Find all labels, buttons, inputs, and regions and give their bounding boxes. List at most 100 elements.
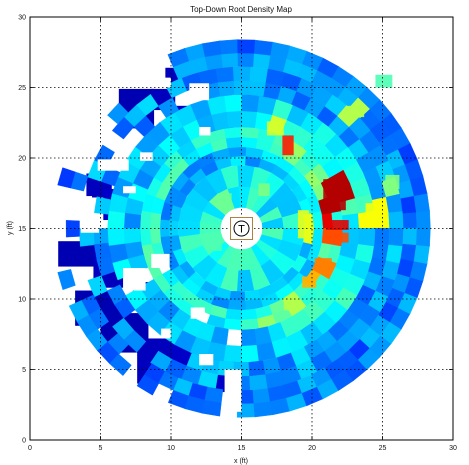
heatmap-cell: [249, 374, 269, 391]
y-tick-label: 20: [18, 156, 26, 163]
trunk-marker-circle: [233, 220, 250, 237]
heatmap-cell: [136, 374, 160, 396]
grid-lines: [30, 17, 453, 440]
hotspot-cell: [375, 74, 393, 88]
heatmap-cell: [149, 212, 162, 229]
x-tick-label: 5: [99, 445, 103, 452]
hotspot-cell: [365, 203, 386, 223]
hotspot-cell: [314, 258, 332, 270]
empty-cell: [151, 253, 170, 268]
y-tick-label: 30: [18, 15, 26, 22]
empty-cell: [228, 332, 242, 345]
heatmap-cell: [241, 328, 258, 347]
outlier-patch: [58, 241, 98, 267]
x-tick-label: 10: [167, 445, 175, 452]
heatmap-cell: [248, 360, 266, 377]
heatmap-cell: [225, 136, 242, 149]
hotspot-cell: [217, 193, 232, 208]
heatmap-cell: [413, 244, 430, 264]
hotspot-cell: [326, 232, 349, 243]
plot-area: T 0 5 10 15 20 25 30 0 5 10 15 20 25 30: [18, 15, 457, 453]
hotspot-cell: [385, 174, 400, 190]
heatmap-cell: [241, 136, 258, 149]
heatmap-cell: [218, 39, 238, 55]
heatmap-cell: [109, 353, 132, 376]
y-axis-label: y (ft): [7, 221, 14, 235]
heatmap-cell: [229, 290, 246, 302]
heatmap-cell: [416, 227, 431, 247]
y-tick-label: 25: [18, 85, 26, 92]
heatmap-cell: [57, 269, 76, 291]
trunk-marker: T: [230, 217, 253, 240]
heatmap-cell: [229, 155, 246, 167]
heatmap-cell: [139, 228, 152, 247]
trunk-marker-label: T: [238, 224, 245, 236]
heatmap-cell: [223, 344, 243, 363]
heatmap-cell: [223, 318, 242, 331]
heatmap-cell: [388, 210, 404, 229]
hotspot-cell: [266, 121, 284, 136]
x-tick-label: 0: [28, 445, 32, 452]
heatmap-cell: [253, 401, 273, 418]
empty-cell: [97, 159, 129, 171]
empty-cell: [189, 83, 210, 101]
heatmap-cell: [217, 80, 235, 97]
heatmap-cell: [236, 39, 256, 54]
heatmap-cell: [228, 299, 247, 311]
hotspot-cell: [323, 179, 346, 211]
heatmap-cell: [400, 243, 417, 262]
heatmap-cell: [400, 195, 417, 214]
heatmap-cell: [223, 126, 242, 139]
heatmap-cell: [225, 110, 242, 129]
empty-cell: [199, 126, 211, 136]
heatmap-cell: [220, 52, 238, 68]
heatmap-cell: [388, 227, 404, 247]
heatmap-cell: [402, 211, 418, 229]
heatmap-cell: [240, 94, 260, 113]
heatmap-cell: [107, 228, 126, 247]
heatmap-cell: [252, 388, 271, 404]
hotspot-cell: [207, 234, 222, 252]
heatmap-cell: [159, 219, 170, 238]
heatmap-cell: [415, 210, 431, 229]
y-tick-label: 10: [18, 297, 26, 304]
heatmap-cell: [241, 308, 258, 321]
heatmap-cell: [248, 66, 268, 83]
empty-cell: [161, 328, 171, 339]
empty-cell: [224, 369, 242, 412]
hotspot-cell: [282, 135, 294, 156]
heatmap-cell: [123, 228, 142, 245]
chart-title: Top-Down Root Density Map: [190, 5, 292, 14]
hotspot-cell: [283, 299, 298, 311]
heatmap-cell: [107, 102, 129, 125]
empty-cell: [123, 267, 146, 291]
empty-cell: [139, 152, 153, 161]
heatmap-cell: [241, 344, 260, 363]
heatmap-cell: [65, 220, 80, 238]
empty-cell: [199, 353, 214, 366]
heatmap-cell: [402, 227, 418, 246]
empty-cell: [123, 186, 136, 194]
y-tick-label: 5: [22, 367, 26, 374]
heatmap-cell: [139, 210, 152, 229]
empty-cell: [63, 196, 93, 213]
heatmap-cell: [94, 196, 111, 215]
x-axis-label: x (ft): [234, 458, 248, 465]
x-tick-label: 15: [238, 445, 246, 452]
heatmap-cell: [248, 80, 266, 97]
heatmap-cell: [214, 66, 234, 83]
axis-ticks: 0 5 10 15 20 25 30 0 5 10 15 20 25 30: [18, 15, 457, 453]
heatmap-cell: [241, 126, 260, 139]
heatmap-cell: [372, 242, 389, 261]
heatmap-cell: [107, 210, 126, 230]
heatmap-cell: [252, 53, 271, 69]
y-tick-label: 15: [18, 226, 26, 233]
hotspot-cell: [347, 105, 365, 118]
empty-cell: [80, 224, 100, 233]
heatmap-cell: [253, 39, 273, 56]
heatmap-cell: [123, 330, 147, 353]
heatmap-cell: [227, 146, 247, 158]
heatmap-cell: [149, 228, 162, 245]
heatmap-cell: [413, 192, 430, 213]
